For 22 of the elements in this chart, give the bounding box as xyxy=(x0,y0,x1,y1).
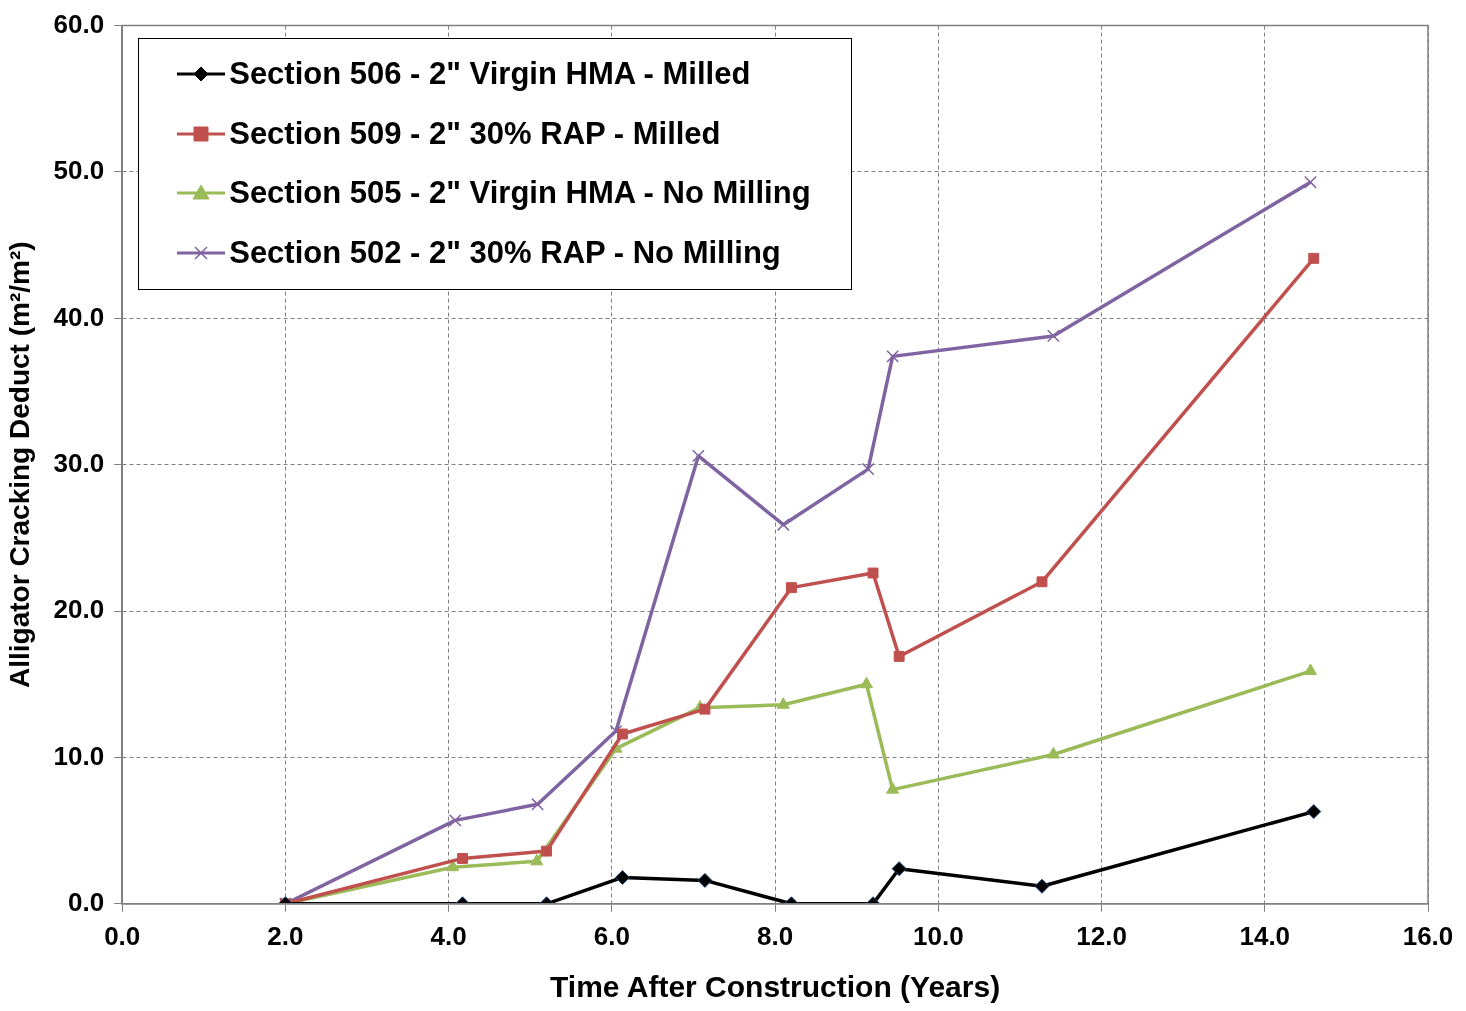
x-tick-label: 2.0 xyxy=(267,920,304,951)
y-tick-label: 10.0 xyxy=(53,740,105,771)
legend-label: Section 505 - 2" Virgin HMA - No Milling xyxy=(229,175,811,212)
y-tick-label: 60.0 xyxy=(53,8,105,39)
x-tick-label: 12.0 xyxy=(1076,920,1127,951)
x-tick-label: 16.0 xyxy=(1402,920,1454,951)
y-axis-title: Alligator Cracking Deduct (m²/m²) xyxy=(3,241,35,688)
y-tick-label: 30.0 xyxy=(53,447,105,478)
legend-label: Section 502 - 2" 30% RAP - No Milling xyxy=(229,234,781,271)
legend-label: Section 509 - 2" 30% RAP - Milled xyxy=(229,115,721,152)
x-tick-label: 4.0 xyxy=(430,920,467,951)
y-tick-label: 20.0 xyxy=(53,594,105,625)
y-tick-label: 50.0 xyxy=(53,155,105,186)
x-axis-title: Time After Construction (Years) xyxy=(550,970,1001,1004)
legend-label: Section 506 - 2" Virgin HMA - Milled xyxy=(229,56,751,93)
x-tick-label: 0.0 xyxy=(104,920,141,951)
x-tick-label: 8.0 xyxy=(757,920,794,951)
x-tick-label: 14.0 xyxy=(1239,920,1291,951)
x-tick-label: 10.0 xyxy=(913,920,964,951)
y-tick-label: 40.0 xyxy=(53,301,105,332)
y-tick-label: 0.0 xyxy=(68,886,105,917)
x-tick-label: 6.0 xyxy=(593,920,630,951)
